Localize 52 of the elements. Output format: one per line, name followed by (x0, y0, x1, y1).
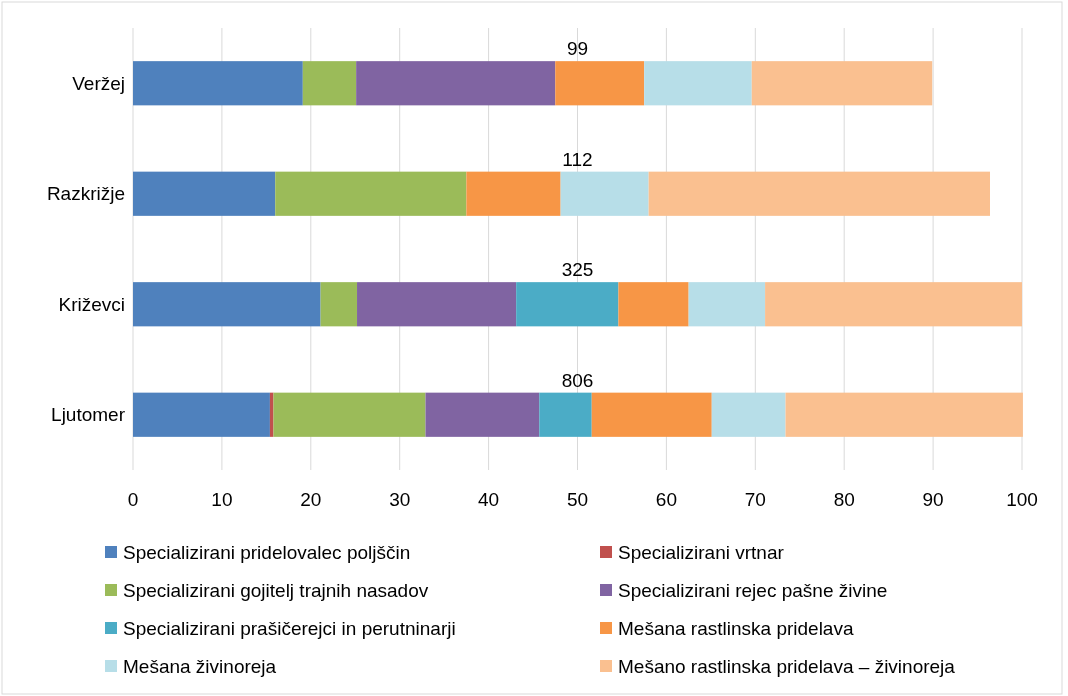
bar (356, 61, 556, 106)
x-tick-label: 100 (1006, 489, 1038, 510)
bar (273, 392, 426, 437)
bar (751, 61, 933, 106)
bar (555, 61, 645, 106)
x-tick-label: 80 (833, 489, 855, 510)
bar (133, 171, 276, 216)
bar (466, 171, 561, 216)
x-tick-label: 60 (655, 489, 677, 510)
bar (425, 392, 540, 437)
bar (516, 282, 619, 327)
bar (275, 171, 467, 216)
y-tick-label: Križevci (58, 293, 125, 315)
legend-label: Specializirani vrtnar (618, 541, 785, 563)
bar (591, 392, 712, 437)
bar (711, 392, 786, 437)
legend-label: Specializirani pridelovalec poljščin (123, 541, 411, 563)
x-tick-label: 70 (744, 489, 766, 510)
bar (785, 392, 1023, 437)
legend-label: Specializirani gojitelj trajnih nasadov (123, 579, 429, 601)
y-tick-label: Razkrižje (46, 183, 125, 205)
bar (560, 171, 649, 216)
legend-label: Mešano rastlinska pridelava – živinoreja (618, 655, 956, 677)
annotation: 112 (562, 148, 593, 170)
x-tick-label: 20 (300, 489, 322, 510)
bar (320, 282, 358, 327)
x-tick-label: 30 (389, 489, 411, 510)
legend-label: Specializirani prašičerejci in perutninarji (123, 617, 456, 639)
y-tick-label: Ljutomer (51, 404, 126, 426)
bar (648, 171, 990, 216)
bar (618, 282, 689, 327)
legend-label: Mešana živinoreja (123, 655, 277, 677)
bar (302, 61, 357, 106)
bar (644, 61, 752, 106)
y-tick-label: Veržej (72, 72, 125, 94)
x-tick-label: 0 (127, 489, 139, 510)
bar (133, 392, 270, 437)
bar (539, 392, 592, 437)
bar (688, 282, 766, 327)
annotation: 99 (566, 38, 589, 60)
bar (133, 61, 303, 106)
x-tick-label: 40 (478, 489, 500, 510)
x-tick-label: 50 (566, 489, 589, 510)
annotation: 806 (561, 369, 594, 391)
legend-label: Mešana rastlinska pridelava (618, 617, 854, 639)
x-tick-label: 90 (922, 489, 944, 510)
legend-label: Specializirani rejec pašne živine (618, 579, 888, 601)
bar (765, 282, 1022, 327)
bar (357, 282, 517, 327)
x-tick-label: 10 (211, 489, 233, 510)
bar (133, 282, 321, 327)
annotation: 325 (561, 259, 594, 281)
